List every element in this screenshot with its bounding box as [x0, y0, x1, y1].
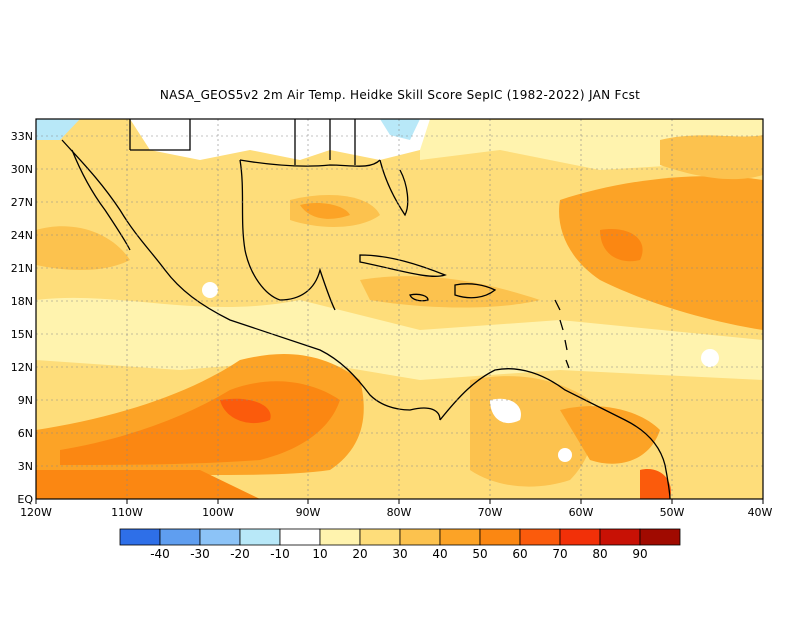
colorbar-swatch: [319, 528, 361, 546]
lat-label: 3N: [18, 460, 33, 473]
colorbar-label: 60: [512, 547, 527, 561]
colorbar-swatch: [399, 528, 441, 546]
lat-label: 30N: [11, 163, 33, 176]
lon-label: 80W: [387, 506, 412, 519]
colorbar-swatch: [199, 528, 241, 546]
lat-label: EQ: [17, 493, 33, 506]
colorbar-swatch: [519, 528, 561, 546]
colorbar-label: -10: [270, 547, 290, 561]
colorbar-label: 10: [312, 547, 327, 561]
colorbar-label: -30: [190, 547, 210, 561]
latitude-labels: EQ 3N 6N 9N 12N 15N 18N 21N 24N 27N 30N …: [11, 130, 34, 506]
longitude-labels: 120W 110W 100W 90W 80W 70W 60W 50W 40W: [20, 506, 772, 519]
colorbar-label: -40: [150, 547, 170, 561]
lat-label: 12N: [11, 361, 33, 374]
colorbar-label: -20: [230, 547, 250, 561]
colorbar-swatch: [359, 528, 401, 546]
colorbar-swatch: [119, 528, 161, 546]
graticule: [36, 119, 763, 499]
colorbar-swatch: [159, 528, 201, 546]
lat-label: 33N: [11, 130, 33, 143]
lon-label: 120W: [20, 506, 52, 519]
lat-label: 21N: [11, 262, 33, 275]
lat-label: 6N: [18, 427, 33, 440]
colorbar-label: 30: [392, 547, 407, 561]
lat-label: 9N: [18, 394, 33, 407]
lon-label: 110W: [111, 506, 143, 519]
colorbar-swatch: [599, 528, 641, 546]
lat-label: 24N: [11, 229, 33, 242]
lon-label: 50W: [660, 506, 685, 519]
lat-label: 27N: [11, 196, 33, 209]
lon-label: 100W: [202, 506, 234, 519]
colorbar: -40 -30 -20 -10 10 20 30 40 50 60 70 80 90: [119, 528, 681, 561]
lon-label: 40W: [748, 506, 773, 519]
lat-label: 18N: [11, 295, 33, 308]
colorbar-swatch: [239, 528, 281, 546]
colorbar-swatch: [439, 528, 481, 546]
colorbar-label: 20: [352, 547, 367, 561]
colorbar-swatch: [279, 528, 321, 546]
colorbar-label: 80: [592, 547, 607, 561]
colorbar-label: 90: [632, 547, 647, 561]
map-title: NASA_GEOS5v2 2m Air Temp. Heidke Skill S…: [159, 88, 641, 102]
colorbar-swatch: [479, 528, 521, 546]
colorbar-swatch: [639, 528, 681, 546]
colorbar-label: 70: [552, 547, 567, 561]
colorbar-swatch: [559, 528, 601, 546]
lon-label: 60W: [569, 506, 594, 519]
lat-label: 15N: [11, 328, 33, 341]
lon-label: 90W: [296, 506, 321, 519]
lon-label: 70W: [478, 506, 503, 519]
colorbar-label: 50: [472, 547, 487, 561]
colorbar-label: 40: [432, 547, 447, 561]
axis-ticks: [35, 499, 764, 504]
